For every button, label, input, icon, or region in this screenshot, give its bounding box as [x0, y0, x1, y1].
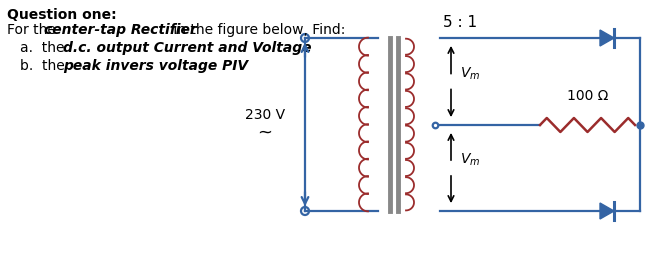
Text: 5 : 1: 5 : 1	[443, 15, 477, 30]
Text: 230 V: 230 V	[245, 108, 285, 122]
Text: $V_m$: $V_m$	[460, 65, 481, 82]
Text: center-tap Rectifier: center-tap Rectifier	[44, 23, 197, 37]
Polygon shape	[600, 30, 614, 46]
Text: b.  the: b. the	[20, 59, 69, 73]
Polygon shape	[600, 203, 614, 219]
Text: a.  the: a. the	[20, 41, 69, 55]
Text: $V_m$: $V_m$	[460, 152, 481, 168]
Text: ~: ~	[258, 124, 273, 142]
Text: in the figure below, Find:: in the figure below, Find:	[169, 23, 346, 37]
Text: peak invers voltage PIV: peak invers voltage PIV	[63, 59, 248, 73]
Text: Question one:: Question one:	[7, 8, 117, 22]
Text: d.c. output Current and Voltage: d.c. output Current and Voltage	[63, 41, 312, 55]
Text: 100 Ω: 100 Ω	[567, 89, 608, 103]
Text: For the: For the	[7, 23, 60, 37]
